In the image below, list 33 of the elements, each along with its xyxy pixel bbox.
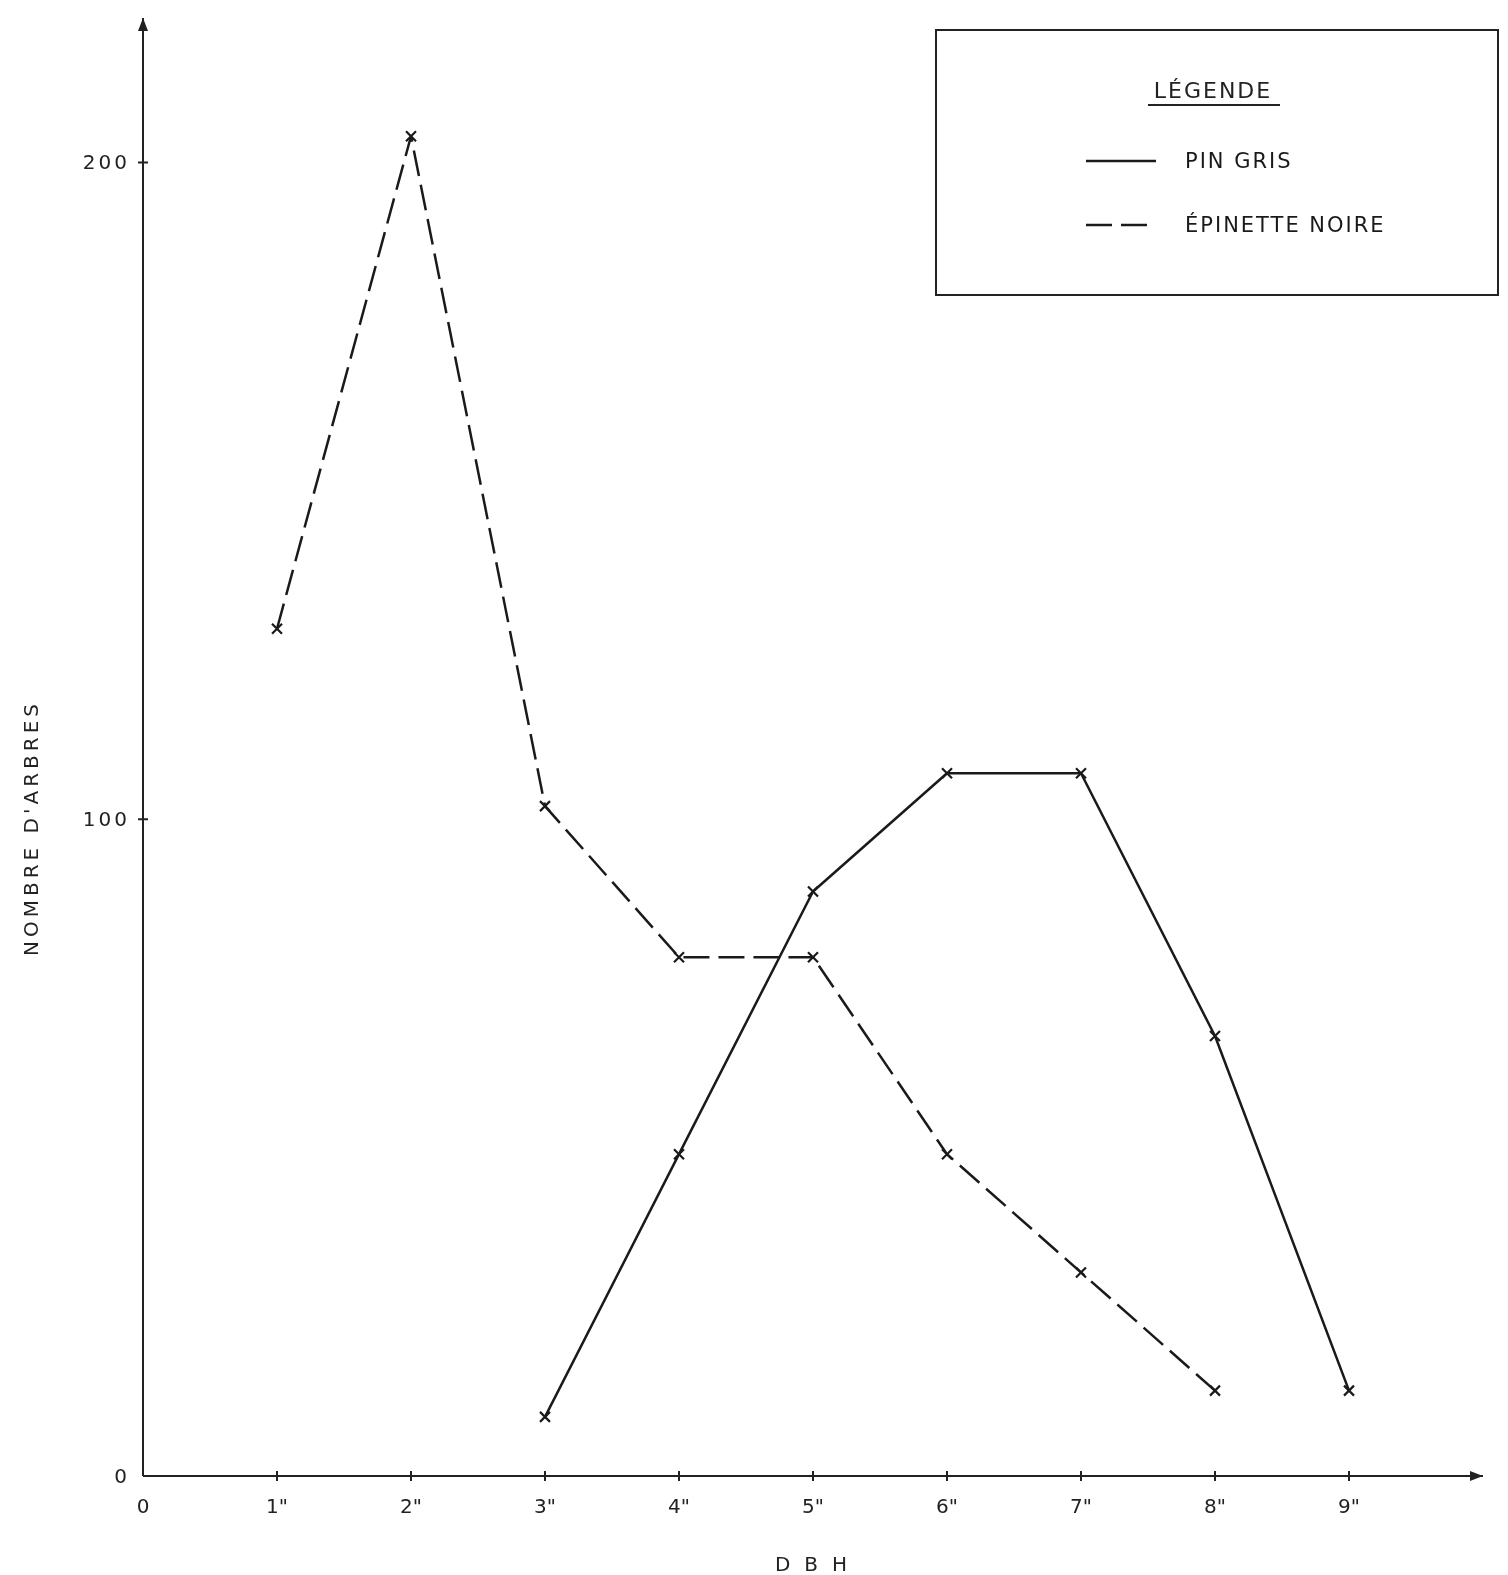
x-tick-label: 7": [1070, 1494, 1092, 1518]
point: [940, 767, 954, 780]
y-axis-title: NOMBRE D'ARBRES: [19, 700, 43, 956]
x-tick-label: 5": [802, 1494, 824, 1518]
point: [940, 1148, 954, 1161]
x-tick-label: 2": [400, 1494, 422, 1518]
legend-label: ÉPINETTE NOIRE: [1185, 212, 1386, 237]
x-tick-label: 6": [936, 1494, 958, 1518]
legend-title: LÉGENDE: [1153, 78, 1273, 103]
point: [806, 885, 820, 898]
y-tick-label: 100: [82, 807, 130, 832]
point: [270, 622, 284, 635]
point: [1074, 767, 1088, 780]
y-tick-label: 200: [82, 150, 130, 175]
point: [672, 951, 686, 964]
y-tick-label: 0: [114, 1464, 130, 1488]
point: [1208, 1029, 1222, 1043]
point: [1074, 1266, 1088, 1279]
point: [404, 130, 418, 143]
x-tick-label: 0: [136, 1494, 150, 1518]
point: [672, 1148, 686, 1161]
point: [1208, 1384, 1222, 1397]
x-tick-label: 9": [1338, 1494, 1360, 1518]
point: [806, 951, 820, 964]
x-tick-label: 3": [534, 1494, 556, 1518]
legend-label: PIN GRIS: [1185, 149, 1293, 173]
x-tick-label: 1": [266, 1494, 288, 1518]
point: [538, 800, 552, 813]
x-tick-label: 8": [1204, 1494, 1226, 1518]
point: [1342, 1384, 1356, 1397]
x-tick-label: 4": [668, 1494, 690, 1518]
point: [538, 1410, 552, 1423]
x-axis-title: DBH: [774, 1552, 862, 1575]
